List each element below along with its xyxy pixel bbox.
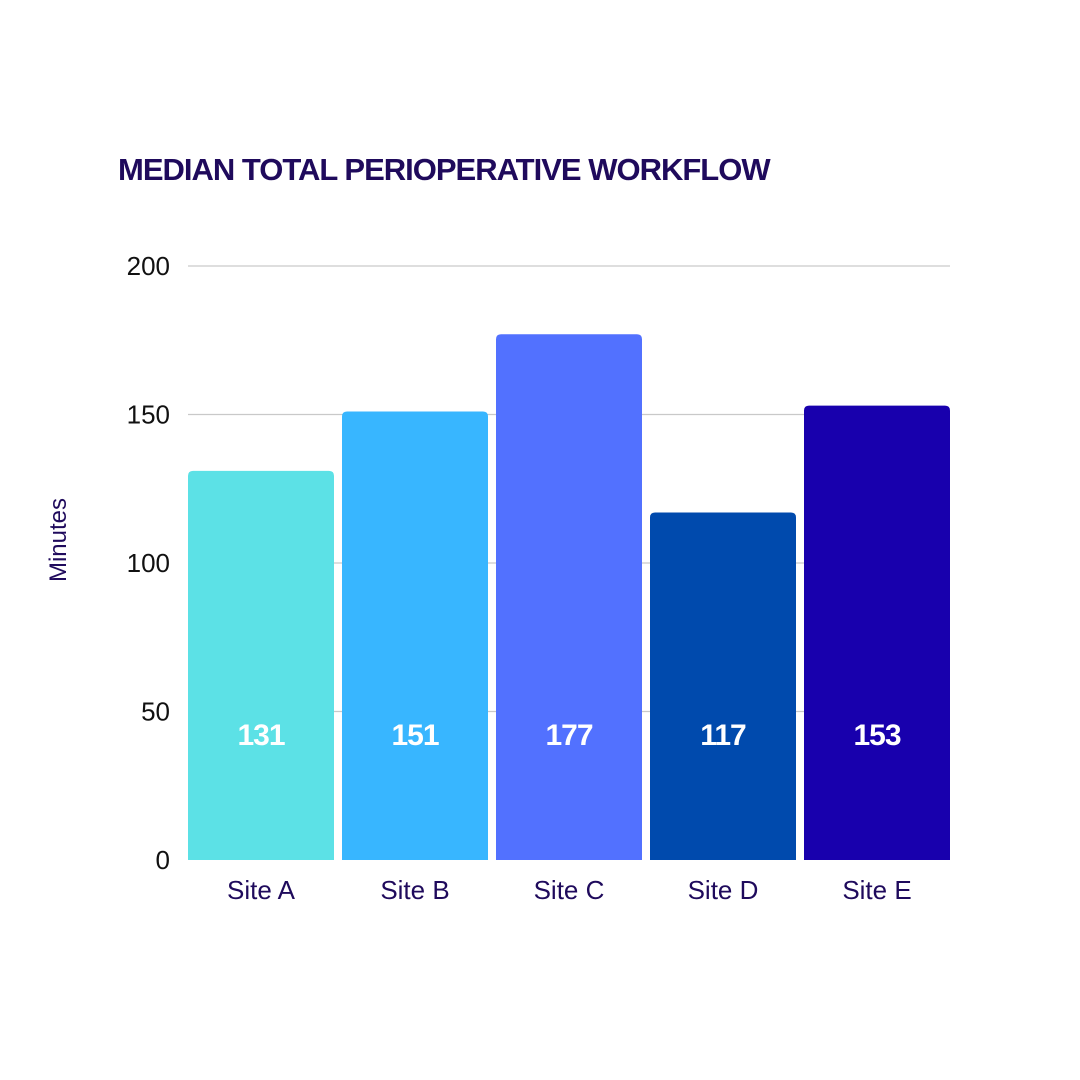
chart-title: MEDIAN TOTAL PERIOPERATIVE WORKFLOW xyxy=(118,152,771,187)
data-label: 131 xyxy=(237,719,284,752)
y-tick-label: 50 xyxy=(141,697,170,727)
x-category-label: Site C xyxy=(534,875,605,905)
data-label: 177 xyxy=(545,719,592,752)
x-category-label: Site E xyxy=(842,875,911,905)
x-axis-categories: Site A Site B Site C Site D Site E xyxy=(227,875,912,905)
bar-site-a xyxy=(188,470,334,860)
y-tick-label: 200 xyxy=(127,251,170,281)
x-category-label: Site A xyxy=(227,875,296,905)
y-tick-label: 100 xyxy=(127,548,170,578)
data-label: 117 xyxy=(700,719,746,752)
bar-site-e xyxy=(804,405,950,860)
bar-site-c xyxy=(496,334,642,860)
bars xyxy=(188,334,950,860)
bar-site-b xyxy=(342,411,488,860)
y-axis-title: Minutes xyxy=(45,498,72,582)
y-axis-ticks: 0 50 100 150 200 xyxy=(127,251,170,875)
x-category-label: Site D xyxy=(688,875,759,905)
data-label: 151 xyxy=(391,719,438,752)
y-tick-label: 150 xyxy=(127,400,170,430)
data-label: 153 xyxy=(853,719,900,752)
bar-site-d xyxy=(650,512,796,860)
data-labels: 131 151 177 117 153 xyxy=(237,719,901,752)
y-tick-label: 0 xyxy=(156,845,170,875)
x-category-label: Site B xyxy=(380,875,449,905)
